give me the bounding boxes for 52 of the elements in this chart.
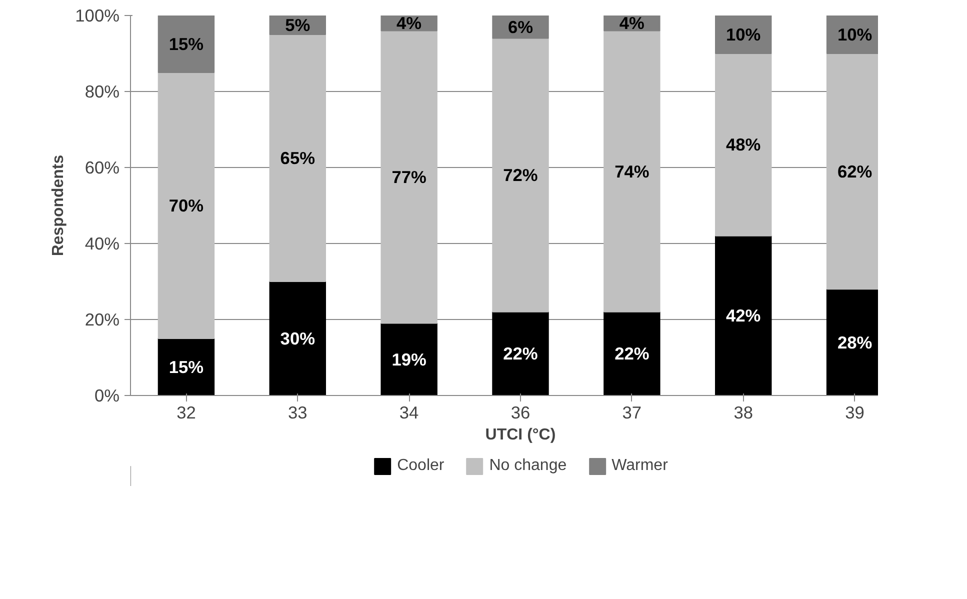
data-label: 15% bbox=[168, 357, 204, 377]
bar bbox=[715, 235, 772, 396]
data-label: 77% bbox=[392, 167, 426, 187]
data-label: 62% bbox=[837, 161, 872, 182]
data-label: 70% bbox=[168, 196, 204, 216]
x-tick-label: 38 bbox=[734, 402, 753, 422]
x-axis-title: UTCI (°C) bbox=[485, 426, 556, 444]
y-tick-label: 80% bbox=[84, 82, 120, 102]
data-label: 4% bbox=[396, 13, 422, 34]
data-label: 10% bbox=[837, 24, 872, 44]
data-label: 10% bbox=[726, 24, 761, 44]
bar bbox=[715, 53, 772, 236]
bar bbox=[604, 30, 660, 312]
y-tick-label: 20% bbox=[84, 310, 120, 330]
legend-label: Warmer bbox=[612, 457, 668, 475]
bar bbox=[604, 311, 660, 396]
bar bbox=[158, 16, 215, 73]
data-label: 22% bbox=[503, 344, 538, 364]
x-tick-label: 32 bbox=[176, 402, 196, 422]
legend-label: Cooler bbox=[397, 457, 444, 475]
y-tick-label: 0% bbox=[94, 386, 120, 406]
x-tick-label: 34 bbox=[399, 402, 420, 422]
data-label: 65% bbox=[280, 148, 315, 168]
data-label: 42% bbox=[726, 306, 761, 326]
data-label: 19% bbox=[392, 349, 426, 370]
bar bbox=[380, 322, 438, 396]
data-label: 6% bbox=[508, 16, 534, 37]
x-tick-label: 37 bbox=[622, 402, 642, 422]
data-label: 22% bbox=[614, 344, 650, 364]
data-label: 28% bbox=[837, 332, 872, 352]
bar bbox=[269, 281, 326, 396]
bar bbox=[380, 30, 438, 324]
data-label: 74% bbox=[614, 161, 650, 182]
bar bbox=[158, 338, 215, 396]
data-label: 5% bbox=[285, 15, 310, 35]
x-tick-label: 33 bbox=[288, 402, 308, 422]
y-tick-label: 60% bbox=[84, 158, 120, 178]
y-tick-label: 40% bbox=[84, 234, 120, 254]
x-tick-label: 36 bbox=[510, 402, 530, 422]
data-label: 30% bbox=[280, 328, 315, 348]
data-label: 15% bbox=[168, 34, 204, 54]
bar bbox=[269, 34, 326, 282]
legend-label: No change bbox=[489, 457, 567, 475]
data-label: 4% bbox=[619, 13, 644, 34]
x-tick-label: 39 bbox=[845, 402, 864, 422]
bar bbox=[492, 38, 549, 312]
data-label: 48% bbox=[726, 134, 761, 155]
y-tick-label: 100% bbox=[75, 6, 120, 26]
bar bbox=[492, 311, 549, 396]
bar bbox=[158, 72, 215, 339]
data-label: 72% bbox=[503, 165, 538, 186]
y-axis-title: Respondents bbox=[50, 154, 68, 256]
